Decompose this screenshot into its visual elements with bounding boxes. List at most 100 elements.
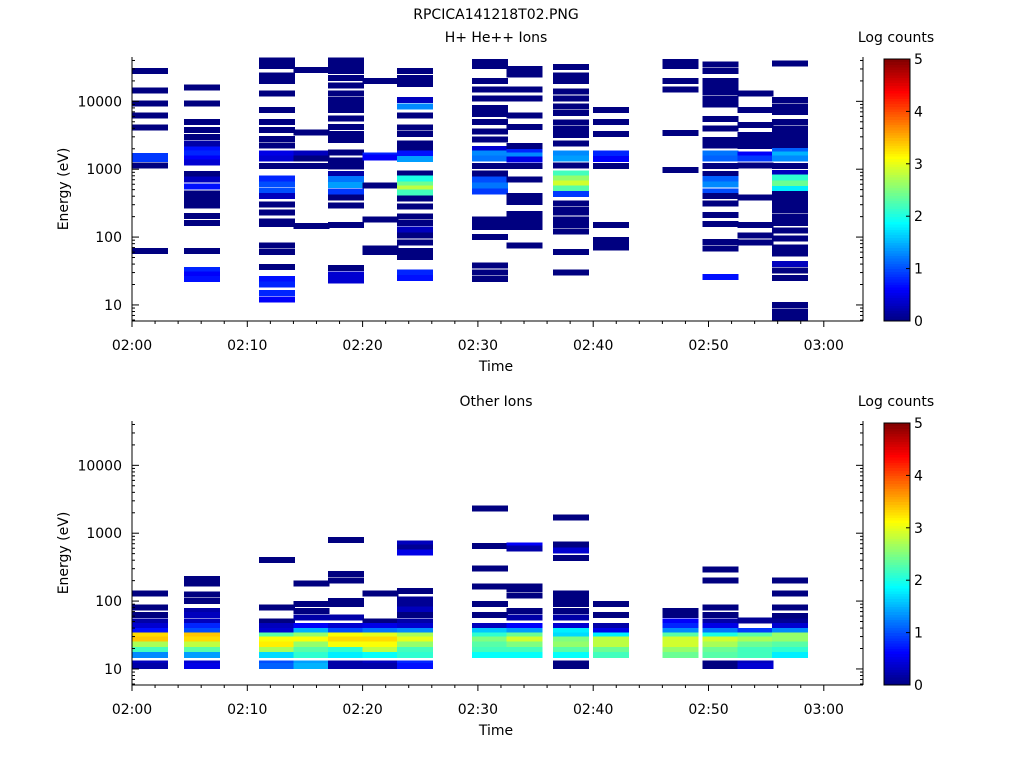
heatmap-cell: [737, 106, 774, 113]
colorbar-band: [884, 627, 910, 631]
heatmap-cell: [183, 580, 220, 587]
colorbar-band: [884, 302, 910, 306]
heatmap-cell: [397, 601, 434, 608]
heatmap-cell: [183, 266, 220, 273]
colorbar-tick-label: 0: [914, 314, 923, 330]
heatmap-cell: [397, 131, 434, 137]
heatmap-cell: [702, 221, 739, 228]
colorbar-band: [884, 252, 910, 257]
heatmap-cell: [258, 557, 295, 564]
colorbar-frame: [883, 422, 911, 686]
heatmap-cell: [258, 193, 295, 200]
colorbar-frame: [883, 58, 911, 322]
heatmap-cell: [328, 131, 364, 137]
heatmap-cell: [397, 274, 434, 281]
heatmap-cell: [702, 77, 739, 84]
colorbar-band: [884, 182, 910, 186]
heatmap-cell: [183, 220, 220, 227]
heatmap-cell: [771, 235, 808, 242]
colorbar-tick-label: 2: [914, 573, 923, 589]
heatmap-cell: [702, 175, 739, 182]
heatmap-cell: [362, 590, 399, 597]
heatmap-cell: [552, 222, 589, 229]
heatmap-cell: [472, 128, 509, 135]
heatmap-cell: [702, 566, 739, 573]
colorbar-band: [884, 590, 910, 594]
heatmap-cell: [771, 613, 808, 620]
heatmap-cell: [662, 86, 699, 93]
heatmap-cell: [506, 66, 543, 72]
heatmap-cell: [132, 248, 168, 255]
heatmap-cell: [593, 647, 630, 653]
heatmap-cell: [293, 623, 330, 629]
heatmap-cell: [258, 118, 295, 125]
heatmap-cell: [293, 67, 330, 73]
heatmap-cell: [552, 590, 589, 597]
colorbar-band: [884, 569, 910, 573]
heatmap-cell: [552, 652, 589, 659]
heatmap-cell: [397, 540, 434, 547]
heatmap-cell: [183, 591, 220, 598]
heatmap-cell: [132, 632, 168, 639]
heatmap-cell: [328, 571, 364, 578]
heatmap-cell: [472, 505, 509, 512]
x-tick-label: 02:30: [458, 338, 498, 354]
heatmap-cell: [328, 82, 364, 89]
colorbar-band: [884, 213, 910, 217]
heatmap-cell: [132, 124, 168, 131]
heatmap-cell: [737, 632, 774, 639]
heatmap-cell: [328, 663, 364, 670]
heatmap-cell: [506, 210, 543, 217]
heatmap-cell: [132, 155, 168, 162]
heatmap-cell: [702, 604, 739, 611]
colorbar-band: [884, 559, 910, 563]
heatmap-cell: [593, 641, 630, 648]
colorbar-band: [884, 289, 910, 293]
colorbar-tick-label: 1: [914, 262, 923, 278]
colorbar-band: [884, 551, 910, 555]
heatmap-cell: [258, 623, 295, 629]
colorbar-band: [884, 237, 910, 241]
heatmap-cell: [362, 647, 399, 653]
heatmap-cell: [771, 207, 808, 214]
heatmap-cell: [397, 549, 434, 556]
x-tick-label: 02:40: [573, 702, 613, 718]
heatmap-cell: [662, 652, 699, 659]
heatmap-cell: [472, 269, 509, 276]
heatmap-cell: [506, 198, 543, 205]
heatmap-cell: [328, 101, 364, 108]
heatmap-cell: [552, 632, 589, 639]
colorbar-band: [884, 234, 910, 238]
heatmap-cell: [258, 175, 295, 182]
heatmap-cell: [183, 623, 220, 629]
heatmap-cell: [397, 612, 434, 619]
heatmap-cell: [771, 108, 808, 115]
heatmap-cell: [552, 216, 589, 223]
colorbar-band: [884, 546, 910, 550]
heatmap-cell: [397, 232, 434, 239]
colorbar-band: [884, 467, 910, 471]
colorbar-band: [884, 632, 910, 636]
heatmap-cell: [132, 68, 168, 74]
heatmap-cell: [472, 565, 509, 572]
colorbar-band: [884, 231, 910, 236]
colorbar-band: [884, 273, 910, 278]
heatmap-cell: [472, 612, 509, 619]
heatmap-cell: [702, 623, 739, 629]
heatmap-cell: [472, 188, 509, 195]
heatmap-cell: [702, 116, 739, 122]
heatmap-cell: [737, 636, 774, 643]
heatmap-cell: [328, 577, 364, 584]
colorbar-band: [884, 666, 910, 670]
heatmap-cell: [397, 618, 434, 625]
heatmap-cell: [258, 604, 295, 611]
heatmap-cell: [397, 606, 434, 613]
colorbar-band: [884, 294, 910, 299]
heatmap-cell: [183, 176, 220, 183]
colorbar-band: [884, 645, 910, 649]
heatmap-cell: [702, 142, 739, 149]
heatmap-cell: [593, 601, 630, 608]
heatmap-cell: [506, 632, 543, 639]
